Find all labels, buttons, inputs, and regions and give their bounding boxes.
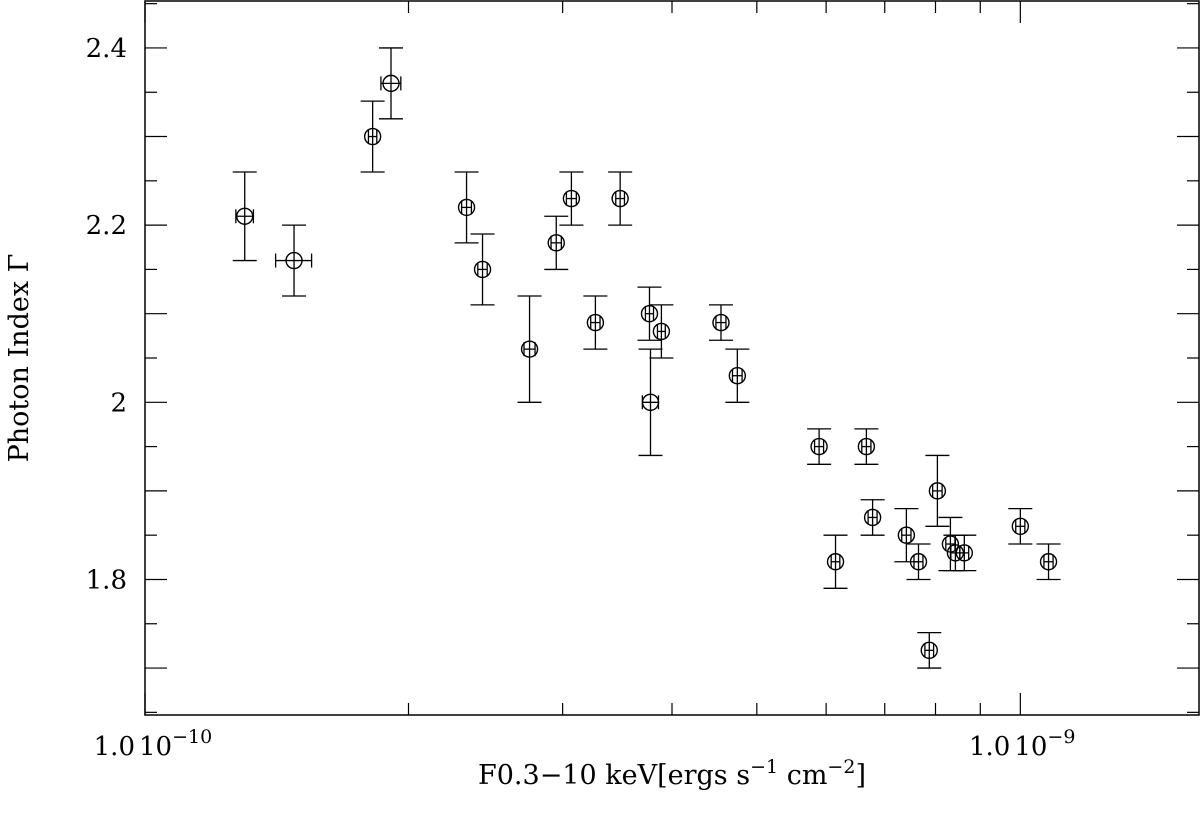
point-marker [236, 207, 254, 225]
data-point [708, 304, 733, 341]
data-point [917, 631, 942, 669]
point-marker [586, 313, 605, 332]
x-tick-label-power: 10−10 [139, 726, 212, 762]
data-point [860, 499, 885, 536]
point-marker [712, 313, 730, 332]
point-marker [641, 393, 660, 411]
point-marker [826, 553, 845, 571]
data-point [637, 286, 662, 341]
point-marker [382, 74, 400, 93]
data-point [894, 507, 919, 563]
data-point [1008, 507, 1033, 545]
data-point [1036, 543, 1061, 581]
x-tick-label: 1.0 [94, 732, 135, 762]
data-point [823, 534, 848, 589]
data-point [938, 516, 963, 572]
x-tick-labels: 1.0 10−10 1.0 10−9 [94, 726, 1076, 762]
point-marker [909, 553, 928, 571]
point-marker [520, 340, 539, 358]
data-point [725, 348, 750, 403]
data-points [232, 47, 1061, 669]
point-marker [285, 251, 303, 270]
point-marker [728, 367, 747, 385]
point-marker [652, 322, 671, 341]
point-marker [547, 234, 565, 252]
point-marker [920, 641, 938, 660]
data-point [544, 215, 569, 271]
point-marker [928, 482, 947, 500]
point-marker [810, 437, 828, 456]
data-point [906, 543, 931, 581]
data-point [583, 295, 608, 350]
data-point [854, 428, 879, 465]
point-marker [473, 260, 492, 279]
y-tick-labels: 1.8 2 2.2 2.4 [86, 34, 127, 596]
data-point [638, 348, 663, 457]
x-tick-label-power: 10−9 [1014, 726, 1075, 762]
data-point [274, 224, 313, 297]
data-point [360, 100, 385, 173]
y-tick-label: 1.8 [86, 565, 127, 595]
data-point [925, 454, 950, 527]
y-tick-label: 2.2 [86, 211, 127, 241]
data-point [470, 233, 495, 306]
data-point [649, 304, 674, 359]
x-axis-label: F0.3−10 keV[ergs s−1 cm−2] [478, 756, 866, 791]
data-point [517, 295, 542, 403]
point-marker [863, 508, 882, 527]
y-tick-label: 2 [110, 388, 127, 418]
point-marker [457, 198, 476, 217]
data-point [378, 47, 403, 120]
point-marker [897, 526, 916, 544]
point-marker [1039, 553, 1058, 571]
data-point [232, 171, 257, 262]
axis-ticks [144, 1, 1199, 715]
x-tick-label: 1.0 [969, 732, 1010, 762]
point-marker [955, 544, 974, 562]
data-point [454, 171, 479, 244]
point-marker [857, 437, 876, 456]
point-marker [1011, 517, 1030, 536]
data-point [559, 171, 584, 226]
point-marker [562, 189, 581, 208]
y-axis-label: Photon Index Γ [4, 254, 35, 463]
data-point [952, 534, 977, 572]
data-point [807, 428, 832, 465]
y-tick-label: 2.4 [86, 34, 127, 64]
point-marker [363, 127, 382, 146]
point-marker [611, 189, 629, 208]
data-point [608, 171, 633, 226]
point-marker [640, 305, 659, 323]
